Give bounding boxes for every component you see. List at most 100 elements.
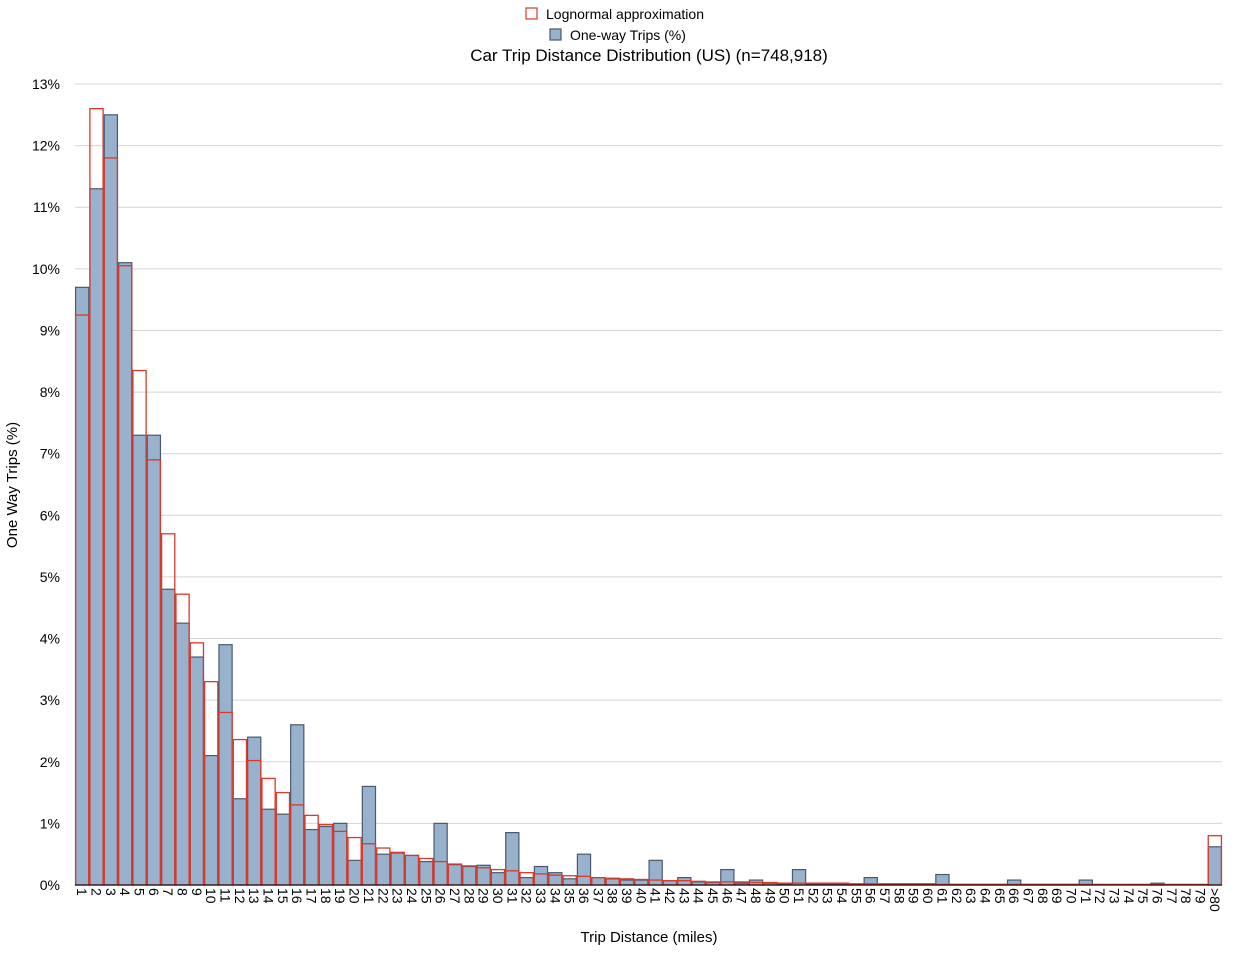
bar-one-way-trips bbox=[619, 879, 635, 886]
x-tick-label: 16 bbox=[289, 888, 305, 904]
y-tick-label: 7% bbox=[40, 446, 60, 462]
y-tick-label: 9% bbox=[40, 322, 60, 338]
bar-one-way-trips bbox=[103, 114, 119, 886]
x-tick-label: 26 bbox=[433, 888, 449, 904]
legend: Lognormal approximation One-way Trips (%… bbox=[525, 6, 704, 43]
x-tick-label: 28 bbox=[461, 888, 477, 904]
x-tick-label: 3 bbox=[103, 888, 119, 896]
bar-one-way-trips bbox=[132, 434, 147, 886]
x-tick-label: 39 bbox=[619, 888, 635, 904]
x-tick-label: 42 bbox=[662, 888, 678, 904]
x-tick-label: 24 bbox=[404, 888, 420, 904]
y-axis-ticks: 0% 1% 2% 3% 4% 5% 6% 7% 8% 9% 10% 11% 12% 13% bbox=[32, 76, 60, 893]
y-tick-label: 0% bbox=[40, 877, 60, 893]
bar-one-way-trips bbox=[720, 868, 735, 886]
x-tick-label: 30 bbox=[490, 888, 506, 904]
bar-one-way-trips bbox=[490, 872, 506, 886]
y-tick-label: 2% bbox=[40, 754, 60, 770]
x-tick-label: 22 bbox=[375, 888, 391, 904]
bar-one-way-trips bbox=[204, 755, 219, 886]
y-tick-label: 1% bbox=[40, 815, 60, 831]
bar-one-way-trips bbox=[648, 859, 663, 886]
bar-one-way-trips bbox=[462, 865, 477, 886]
x-tick-label: 10 bbox=[203, 888, 219, 904]
x-tick-label: 79 bbox=[1192, 888, 1208, 904]
bar-one-way-trips bbox=[433, 822, 448, 886]
x-tick-label: 53 bbox=[820, 888, 836, 904]
x-tick-label: 54 bbox=[834, 888, 850, 904]
y-tick-label: 4% bbox=[40, 631, 60, 647]
x-tick-label: 70 bbox=[1063, 888, 1079, 904]
bar-one-way-trips bbox=[218, 644, 233, 886]
bar-one-way-trips bbox=[1207, 846, 1223, 886]
bars bbox=[74, 107, 1223, 886]
x-tick-label: 40 bbox=[633, 888, 649, 904]
chart-title: Car Trip Distance Distribution (US) (n=7… bbox=[470, 46, 828, 65]
x-tick-label: 27 bbox=[447, 888, 463, 904]
bar-one-way-trips bbox=[232, 798, 248, 886]
y-tick-label: 6% bbox=[40, 507, 60, 523]
x-tick-label: 47 bbox=[734, 888, 750, 904]
x-tick-label: 6 bbox=[146, 888, 162, 896]
x-tick-label: 57 bbox=[877, 888, 893, 904]
bar-one-way-trips bbox=[419, 860, 434, 886]
bar-one-way-trips bbox=[562, 878, 577, 886]
bar-one-way-trips bbox=[318, 825, 334, 886]
bar-one-way-trips bbox=[390, 852, 405, 886]
x-tick-label: 72 bbox=[1092, 888, 1108, 904]
x-tick-label: 50 bbox=[777, 888, 793, 904]
bar-one-way-trips bbox=[175, 622, 190, 886]
x-tick-label: 61 bbox=[934, 888, 950, 904]
x-tick-label: 9 bbox=[189, 888, 205, 896]
x-tick-label: 38 bbox=[605, 888, 621, 904]
x-tick-label: 41 bbox=[648, 888, 664, 904]
x-tick-label: 78 bbox=[1178, 888, 1194, 904]
y-tick-label: 10% bbox=[32, 261, 60, 277]
x-tick-label: 58 bbox=[891, 888, 907, 904]
x-tick-label: 35 bbox=[562, 888, 578, 904]
bar-one-way-trips bbox=[576, 853, 592, 886]
y-tick-label: 8% bbox=[40, 384, 60, 400]
bar-one-way-trips bbox=[347, 859, 362, 886]
x-tick-label: 62 bbox=[949, 888, 965, 904]
x-tick-label: 32 bbox=[519, 888, 535, 904]
bar-one-way-trips bbox=[533, 865, 549, 886]
x-tick-label: 18 bbox=[318, 888, 334, 904]
x-tick-label: 37 bbox=[590, 888, 606, 904]
bar-one-way-trips bbox=[591, 877, 606, 886]
x-tick-label: 17 bbox=[304, 888, 320, 904]
bar-one-way-trips bbox=[505, 832, 520, 886]
x-tick-label: 31 bbox=[504, 888, 520, 904]
x-tick-label: 43 bbox=[676, 888, 692, 904]
x-tick-label: 52 bbox=[805, 888, 821, 904]
x-tick-label: 63 bbox=[963, 888, 979, 904]
x-tick-label: 36 bbox=[576, 888, 592, 904]
bar-one-way-trips bbox=[376, 853, 391, 886]
legend-label-one-way-trips: One-way Trips (%) bbox=[570, 27, 686, 43]
x-tick-label: 56 bbox=[863, 888, 879, 904]
x-axis-ticks: 1234567891011121314151617181920212223242… bbox=[74, 888, 1223, 912]
legend-swatch-lognormal bbox=[525, 7, 538, 20]
x-tick-label: 65 bbox=[992, 888, 1008, 904]
x-tick-label: 44 bbox=[691, 888, 707, 904]
x-tick-label: 51 bbox=[791, 888, 807, 904]
x-tick-label: 77 bbox=[1164, 888, 1180, 904]
x-tick-label: 68 bbox=[1035, 888, 1051, 904]
x-tick-label: 71 bbox=[1078, 888, 1094, 904]
y-axis-title: One Way Trips (%) bbox=[4, 422, 21, 548]
x-tick-label: 69 bbox=[1049, 888, 1065, 904]
x-tick-label: 20 bbox=[347, 888, 363, 904]
x-tick-label: 45 bbox=[705, 888, 721, 904]
bar-one-way-trips bbox=[605, 878, 620, 886]
bar-one-way-trips bbox=[89, 188, 104, 886]
bar-one-way-trips bbox=[519, 877, 534, 886]
x-tick-label: 55 bbox=[848, 888, 864, 904]
x-tick-label: 15 bbox=[275, 888, 291, 904]
bar-one-way-trips bbox=[146, 434, 162, 886]
x-tick-label: 19 bbox=[332, 888, 348, 904]
y-tick-label: 13% bbox=[32, 76, 60, 92]
bar-one-way-trips bbox=[74, 286, 90, 886]
x-tick-label: 34 bbox=[547, 888, 563, 904]
bar-one-way-trips bbox=[189, 656, 205, 886]
x-tick-label: 25 bbox=[418, 888, 434, 904]
